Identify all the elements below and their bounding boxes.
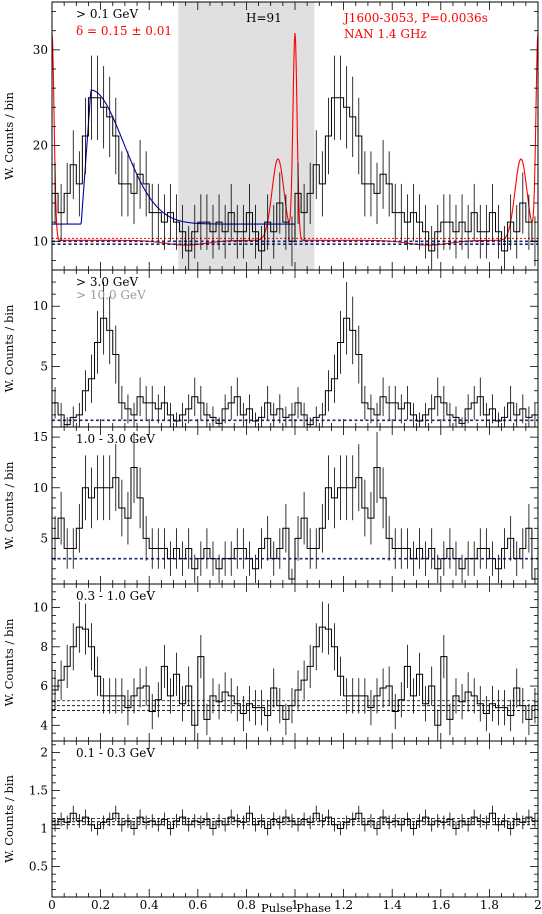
y-tick-label: 6	[40, 679, 48, 693]
y-tick-label: 10	[33, 299, 48, 313]
x-axis-label: Pulse Phase	[261, 901, 331, 914]
histogram-4	[52, 626, 538, 726]
pulsar-label: J1600-3053, P=0.0036s	[342, 11, 488, 25]
histogram-5	[52, 812, 538, 830]
x-axis: 0 0.2 0.4 0.6 0.8 1 1.2 1.4 1.6 1.8 2	[48, 898, 542, 912]
y-tick-label: 1	[40, 822, 48, 836]
plot-area-5	[52, 805, 538, 836]
delta-label: δ = 0.15 ± 0.01	[76, 24, 172, 38]
y-tick-label: 10	[33, 481, 48, 495]
y-tick-label: 1.5	[29, 783, 48, 797]
plot-area-4	[52, 601, 538, 741]
x-tick-label: 0.4	[140, 898, 159, 912]
x-tick-label: 1.8	[480, 898, 499, 912]
panel-5: 0.5 1 1.5 2 W. Counts / bin 0.1 - 0.3 GeV	[2, 740, 539, 898]
panel-2: 5 10 W. Counts / bin > 3.0 GeV> 10.0 GeV	[2, 269, 539, 428]
y-axis-label: W. Counts / bin	[2, 618, 16, 706]
y-tick-label: 10	[33, 234, 48, 248]
y-tick-label: 5	[40, 531, 48, 545]
energy-label-2: > 10.0 GeV	[76, 288, 146, 302]
energy-label: 0.3 - 1.0 GeV	[76, 589, 155, 603]
y-axis-label: W. Counts / bin	[2, 461, 16, 549]
y-tick-label: 2	[40, 745, 48, 759]
x-tick-label: 0.2	[91, 898, 110, 912]
x-tick-label: 1	[291, 898, 299, 912]
radio-profile-curve	[52, 33, 538, 246]
energy-label: 1.0 - 3.0 GeV	[76, 432, 155, 446]
plot-area-3	[52, 432, 538, 584]
y-tick-label: 15	[33, 430, 48, 444]
y-tick-label: 8	[40, 640, 48, 654]
plot-area-2	[52, 282, 538, 427]
x-tick-label: 1.4	[383, 898, 402, 912]
panels: 10 20 30 W. Counts / bin > 0.1 GeV δ = 0.15 ±…	[2, 1, 539, 898]
histogram-1	[52, 97, 538, 252]
histogram-2	[52, 317, 538, 426]
y-axis-label: W. Counts / bin	[2, 92, 16, 180]
panel-4: 4 6 8 10 W. Counts / bin 0.3 - 1.0 GeV	[2, 583, 539, 742]
y-axis-label: W. Counts / bin	[2, 304, 16, 392]
x-tick-label: 2	[534, 898, 542, 912]
panel-3: 5 10 15 W. Counts / bin 1.0 - 3.0 GeV	[2, 426, 539, 585]
y-tick-label: 10	[33, 601, 48, 615]
x-tick-label: 1.6	[431, 898, 450, 912]
h-test-label: H=91	[246, 11, 282, 25]
plot-area-1	[52, 2, 538, 270]
x-tick-label: 0.8	[237, 898, 256, 912]
histogram-3	[52, 467, 538, 580]
y-tick-label: 20	[33, 139, 48, 153]
panel-frame-4	[51, 583, 539, 742]
y-tick-label: 4	[40, 718, 48, 732]
x-tick-label: 0	[48, 898, 56, 912]
y-tick-label: 0.5	[29, 860, 48, 874]
y-tick-label: 5	[40, 360, 48, 374]
panel-1: 10 20 30 W. Counts / bin > 0.1 GeV δ = 0.15 ±…	[2, 1, 539, 271]
x-tick-label: 1.2	[334, 898, 353, 912]
y-axis-label: W. Counts / bin	[2, 775, 16, 863]
energy-label: 0.1 - 0.3 GeV	[76, 746, 155, 760]
x-tick-label: 0.6	[188, 898, 207, 912]
radio-label: NAN 1.4 GHz	[344, 27, 427, 41]
energy-label: > 0.1 GeV	[76, 7, 138, 21]
energy-label: > 3.0 GeV	[76, 275, 138, 289]
y-tick-label: 30	[33, 43, 48, 57]
